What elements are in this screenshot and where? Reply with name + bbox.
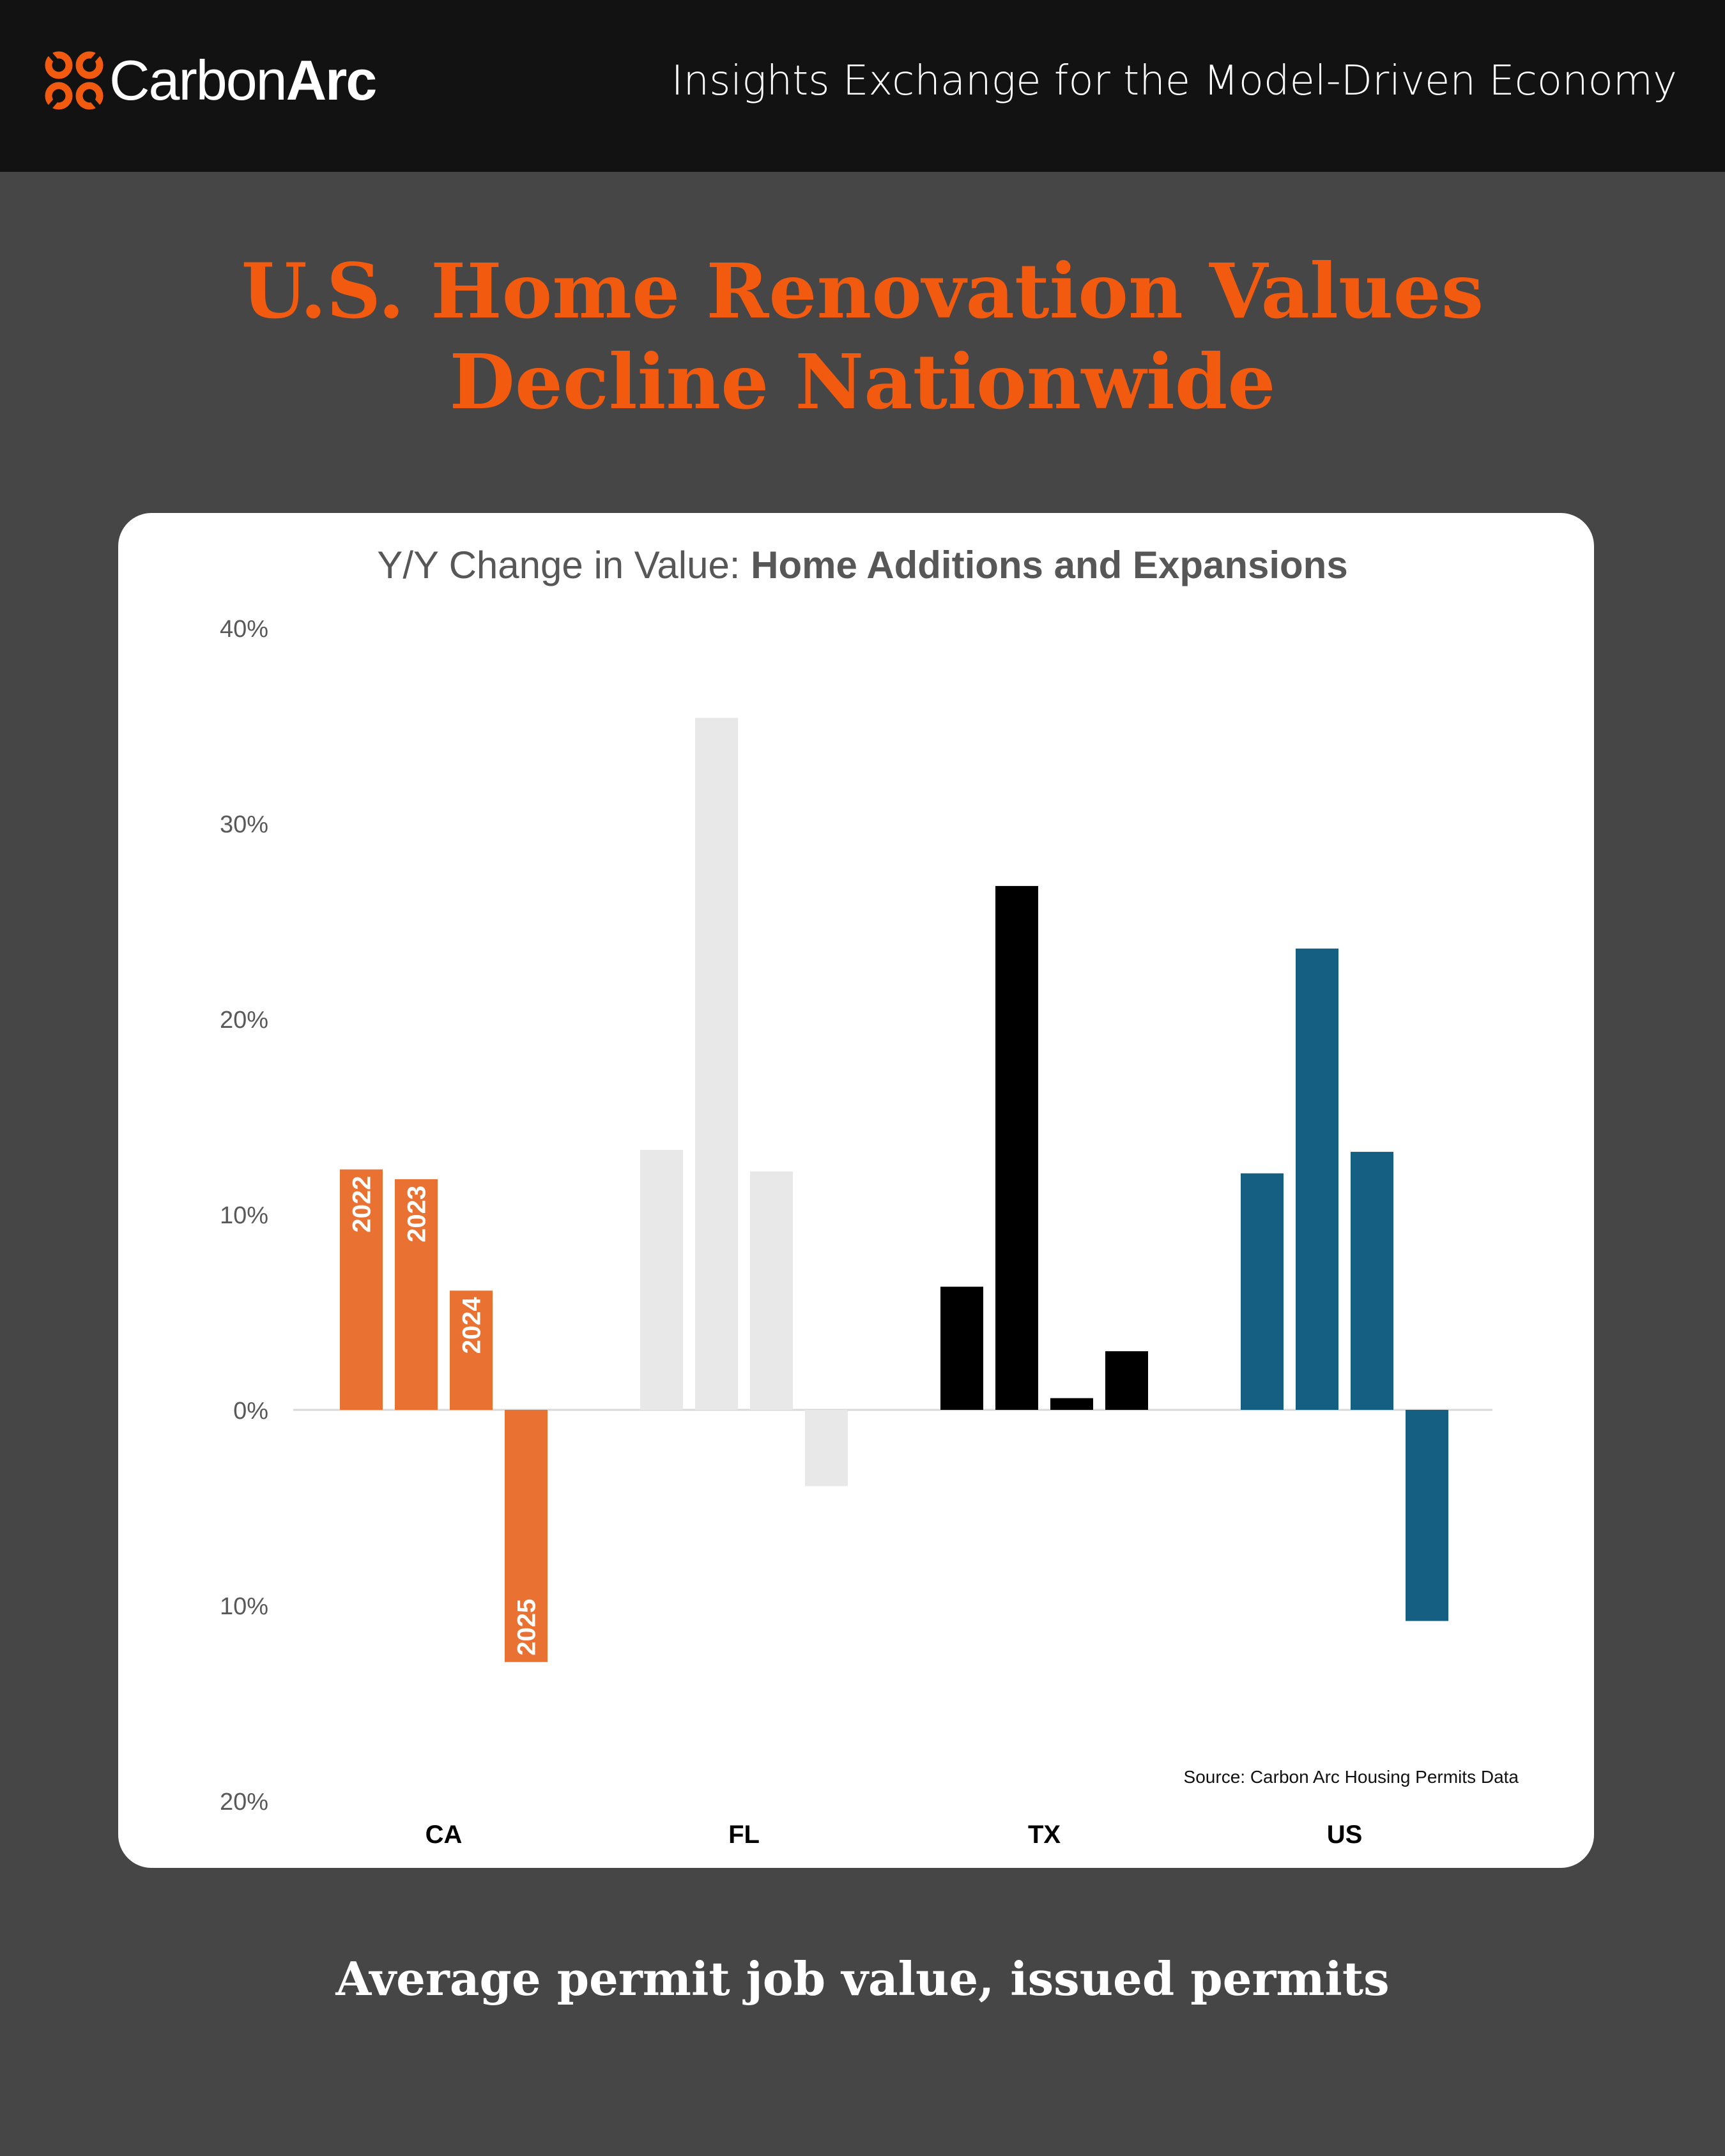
bar-us-2024 <box>1351 1152 1393 1410</box>
bar-data-label: 2023 <box>403 1186 431 1242</box>
bar-us-2022 <box>1241 1173 1284 1410</box>
bar-data-label: 2024 <box>458 1297 486 1354</box>
page-title: U.S. Home Renovation Values Decline Nati… <box>0 246 1725 427</box>
bar-tx-2025 <box>1105 1351 1148 1410</box>
title-line-1: U.S. Home Renovation Values <box>241 247 1484 335</box>
x-category-label: TX <box>1028 1821 1061 1849</box>
tagline: Insights Exchange for the Model-Driven E… <box>671 57 1677 105</box>
chart-title: Y/Y Change in Value: Home Additions and … <box>377 544 1348 586</box>
x-category-label: FL <box>728 1821 760 1849</box>
bar-data-label: 2022 <box>348 1176 376 1233</box>
y-tick-label: 20% <box>220 1789 268 1816</box>
y-tick-label: 20% <box>220 1007 268 1034</box>
header: CarbonArc Insights Exchange for the Mode… <box>0 0 1725 172</box>
bar-ca-2025 <box>505 1410 548 1662</box>
y-tick-label: 10% <box>220 1593 268 1620</box>
carbonarc-logo[interactable]: CarbonArc <box>44 49 377 112</box>
bar-tx-2023 <box>995 885 1038 1410</box>
logo-mark-icon <box>45 51 103 110</box>
x-category-label: CA <box>425 1821 463 1849</box>
bar-ca-2023 <box>395 1179 438 1410</box>
bar-fl-2023 <box>695 717 738 1410</box>
bar-fl-2025 <box>805 1410 848 1487</box>
bar-fl-2024 <box>750 1171 793 1410</box>
source-note: Source: Carbon Arc Housing Permits Data <box>1183 1767 1519 1787</box>
bar-tx-2024 <box>1050 1398 1093 1410</box>
bar-data-label: 2025 <box>513 1599 541 1656</box>
y-tick-label: 40% <box>220 616 268 643</box>
y-tick-label: 30% <box>220 811 268 838</box>
bar-fl-2022 <box>640 1150 683 1410</box>
bar-ca-2022 <box>340 1169 383 1410</box>
y-tick-label: 0% <box>233 1398 268 1425</box>
bar-ca-2024 <box>450 1290 493 1410</box>
subtitle: Average permit job value, issued permits <box>335 1952 1390 2006</box>
logo-text: CarbonArc <box>109 49 377 112</box>
title-line-2: Decline Nationwide <box>449 337 1276 426</box>
y-tick-label: 10% <box>220 1202 268 1229</box>
bar-us-2023 <box>1296 948 1338 1410</box>
x-category-label: US <box>1327 1821 1363 1849</box>
bar-tx-2022 <box>940 1287 983 1410</box>
bar-us-2025 <box>1406 1410 1448 1621</box>
